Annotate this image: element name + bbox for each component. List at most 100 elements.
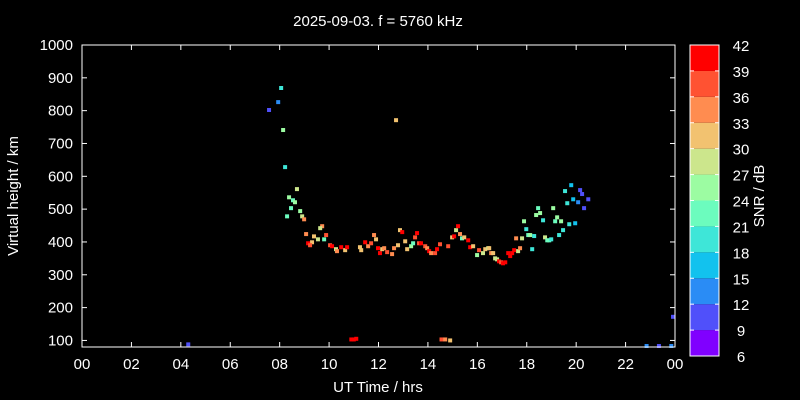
data-point [530,247,535,252]
data-point [656,344,661,348]
colorbar-bin [690,330,719,356]
data-point [448,338,453,343]
colorbar-tick-label: 33 [733,116,750,133]
data-point [433,251,438,256]
x-tick-label: 08 [271,356,288,373]
data-point [372,233,377,238]
data-point [351,337,356,342]
x-tick-label: 00 [667,356,684,373]
colorbar-bin [690,96,719,123]
data-point [330,244,335,249]
x-axis: 00 02 04 06 08 10 12 14 16 18 20 22 00 [74,45,684,373]
data-point [377,251,382,256]
data-point [267,107,272,112]
y-tick-label: 500 [48,201,73,218]
colorbar-bin [690,304,719,331]
y-axis: 100 200 300 400 500 600 700 800 900 1000 [40,37,675,349]
data-point [343,248,348,253]
data-point [392,246,397,251]
colorbar-tick-label: 15 [733,271,750,288]
data-point [304,232,309,237]
data-point [315,237,320,242]
data-point [289,206,294,211]
data-point [322,237,327,242]
data-point [310,240,315,245]
y-tick-label: 100 [48,332,73,349]
x-tick-label: 10 [321,356,338,373]
data-point [454,228,459,233]
x-tick-label: 14 [420,356,437,373]
data-point [405,247,410,252]
data-point [565,201,570,206]
data-point [292,200,297,205]
data-point [339,245,344,250]
colorbar-bin [690,252,719,279]
data-point [374,237,379,242]
data-point [483,247,488,252]
data-point [569,183,574,188]
data-point [512,248,517,253]
data-point [561,228,566,233]
data-point [385,250,390,255]
data-point [541,218,546,223]
data-point [460,236,465,241]
data-point [359,248,364,253]
data-point [543,235,548,240]
data-point [366,244,371,249]
data-point [376,246,381,251]
colorbar-tick-label: 36 [733,90,750,107]
data-point [413,235,418,240]
data-point [452,234,457,239]
y-tick-label: 300 [48,267,73,284]
data-point [382,246,387,251]
colorbar-tick-label: 30 [733,142,750,159]
data-point [276,100,281,105]
x-tick-label: 02 [123,356,140,373]
data-point [308,243,313,248]
data-point [506,251,511,256]
data-point [520,236,525,241]
data-point [403,239,408,244]
data-point [503,260,508,265]
data-point [671,314,675,319]
colorbar-bin [690,70,719,97]
colorbar-tick-label: 42 [733,38,750,55]
data-point [283,165,288,170]
data-point [334,249,339,254]
data-point [508,254,513,259]
data-point [471,244,476,249]
y-tick-label: 1000 [40,37,73,54]
data-point [369,241,374,246]
x-axis-label: UT Time / hrs [333,379,423,396]
data-point [532,234,537,239]
data-point [573,221,578,226]
colorbar-tick-label: 24 [733,194,750,211]
data-point [354,336,359,341]
data-point [281,128,286,133]
y-tick-label: 600 [48,168,73,185]
x-tick-label: 00 [74,356,91,373]
data-point [536,206,541,211]
data-point [394,118,399,123]
data-point [429,251,434,256]
colorbar-bin [690,200,719,227]
data-point [298,209,303,214]
data-point [475,253,480,258]
data-point [411,241,416,246]
colorbar-tick-label: 18 [733,245,750,262]
colorbar-tick-label: 21 [733,219,750,236]
data-point [409,244,414,249]
data-point [294,187,299,192]
data-point [462,235,467,240]
x-tick-label: 22 [617,356,634,373]
data-point [580,192,585,197]
data-point [534,213,539,218]
data-point [559,219,564,224]
x-tick-label: 04 [172,356,189,373]
data-point [415,231,420,236]
y-tick-label: 800 [48,103,73,120]
data-point [501,261,506,266]
data-point [563,189,568,194]
data-point [555,215,560,220]
